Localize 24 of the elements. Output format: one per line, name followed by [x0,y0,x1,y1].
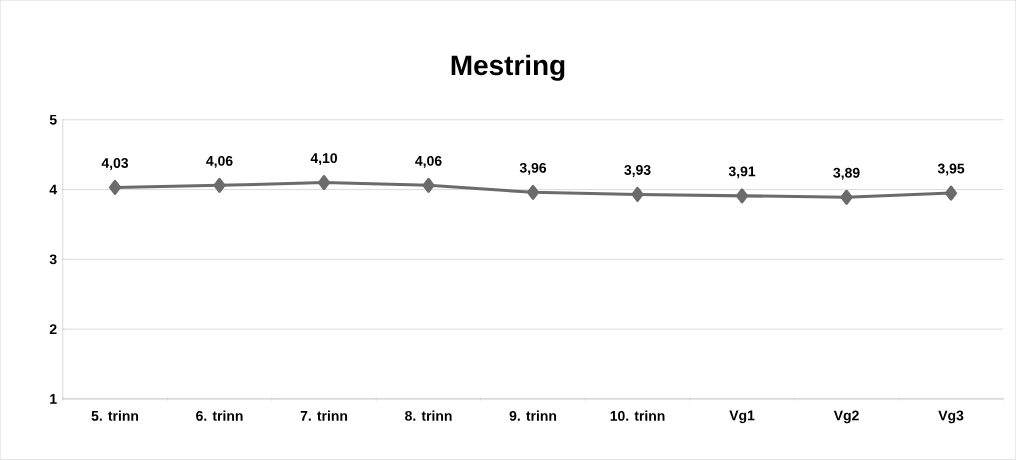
data-label: 3,96 [519,163,547,175]
x-tick-label: Vg2 [833,410,859,424]
x-tick-label: 5. trinn [91,410,139,421]
data-label: 4,06 [415,156,442,168]
x-tick-label: Vg3 [938,410,964,424]
y-tick-label: 5 [49,115,57,125]
x-tick-label: 10. trinn [610,410,665,421]
data-label: 4,10 [310,153,338,166]
y-tick-label: 3 [49,254,57,265]
x-tick-label: 9. trinn [509,410,557,421]
data-label: 3,91 [728,166,756,179]
y-tick-label: 1 [50,394,57,404]
data-label: 3,89 [833,167,860,180]
x-tick-label: Vg1 [729,410,755,424]
data-label: 3,95 [937,163,965,176]
x-tick-label: 8. trinn [405,410,452,421]
data-label: 3,93 [624,165,651,178]
data-label: 4,06 [206,156,233,168]
y-tick-label: 4 [49,184,58,195]
chart-title: Mestring [451,54,565,81]
data-label: 4,03 [101,158,129,171]
x-tick-label: 7. trinn [300,410,348,421]
x-tick-label: 6. trinn [196,410,243,421]
y-tick-label: 2 [49,324,57,335]
